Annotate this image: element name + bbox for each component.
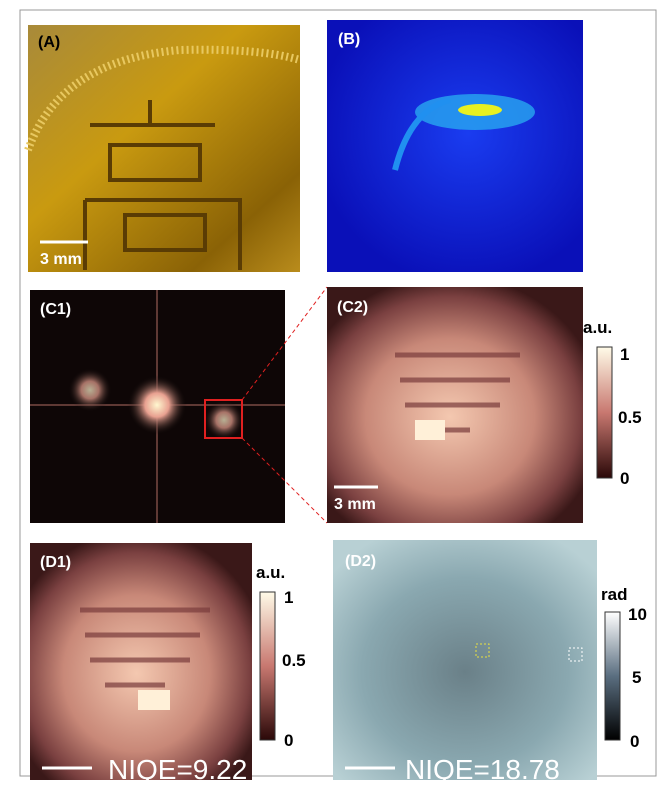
figure: (A) 3 mm (B) (C1) (C2) 3 mm a.u. 1 0.5 0… xyxy=(0,0,665,786)
highlight xyxy=(138,690,170,710)
panel-label: (C2) xyxy=(337,299,368,316)
colorbar-tick: 10 xyxy=(628,605,647,624)
photo-a xyxy=(28,25,300,272)
panel-label: (D1) xyxy=(40,554,71,571)
metric: NIQE=18.78 xyxy=(405,754,560,785)
colorbar xyxy=(260,592,275,740)
highlight xyxy=(415,420,445,440)
colorbar-unit: rad xyxy=(601,585,627,604)
colorbar-unit: a.u. xyxy=(583,318,612,337)
colorbar-tick: 0 xyxy=(620,469,629,488)
dc-peak xyxy=(127,375,187,435)
panel-label: (A) xyxy=(38,34,60,51)
scale-label: 3 mm xyxy=(334,496,376,513)
panel-label: (C1) xyxy=(40,301,71,318)
colorbar-tick: 0.5 xyxy=(282,651,306,670)
colorbar-tick: 0.5 xyxy=(618,408,642,427)
colorbar-tick: 1 xyxy=(620,345,629,364)
colorbar-tick: 0 xyxy=(630,732,639,751)
scale-label: 3 mm xyxy=(40,251,82,268)
side-peak xyxy=(204,400,244,440)
colorbar xyxy=(605,612,620,740)
colorbar-unit: a.u. xyxy=(256,563,285,582)
colorbar-tick: 0 xyxy=(284,731,293,750)
metric: NIQE=9.22 xyxy=(108,754,247,785)
panel-label: (B) xyxy=(338,31,360,48)
colorbar-tick: 1 xyxy=(284,588,293,607)
colorbar xyxy=(597,347,612,478)
image-b xyxy=(327,20,583,272)
panel-label: (D2) xyxy=(345,553,376,570)
side-peak xyxy=(68,368,112,412)
blob xyxy=(458,104,502,116)
colorbar-tick: 5 xyxy=(632,668,641,687)
image-d2 xyxy=(333,540,597,780)
